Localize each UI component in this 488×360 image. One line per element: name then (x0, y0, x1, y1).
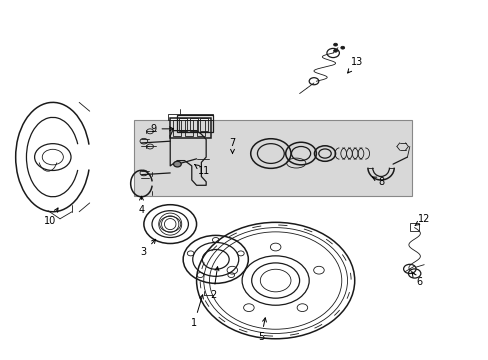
Text: 12: 12 (414, 214, 429, 225)
Circle shape (340, 46, 344, 49)
Text: 3: 3 (141, 239, 155, 257)
Text: 11: 11 (194, 165, 209, 176)
Bar (167, 114, 213, 120)
Text: 5: 5 (258, 318, 266, 342)
Bar (172, 120, 181, 136)
Text: 8: 8 (371, 177, 384, 187)
Text: 13: 13 (347, 57, 363, 73)
Text: 10: 10 (44, 208, 58, 226)
Bar (170, 118, 210, 138)
Text: 7: 7 (229, 138, 235, 154)
Bar (179, 118, 186, 131)
Bar (200, 118, 208, 131)
Text: 6: 6 (411, 273, 422, 287)
Text: 4: 4 (138, 196, 144, 215)
Circle shape (333, 43, 337, 46)
Text: 2: 2 (210, 267, 219, 300)
Circle shape (333, 49, 337, 52)
Circle shape (173, 161, 181, 167)
Bar (184, 120, 193, 136)
Bar (189, 118, 197, 131)
Bar (409, 224, 419, 231)
Text: 9: 9 (150, 124, 173, 134)
Text: 1: 1 (191, 295, 203, 328)
Bar (177, 116, 213, 132)
FancyBboxPatch shape (134, 120, 411, 196)
Bar (196, 120, 205, 136)
